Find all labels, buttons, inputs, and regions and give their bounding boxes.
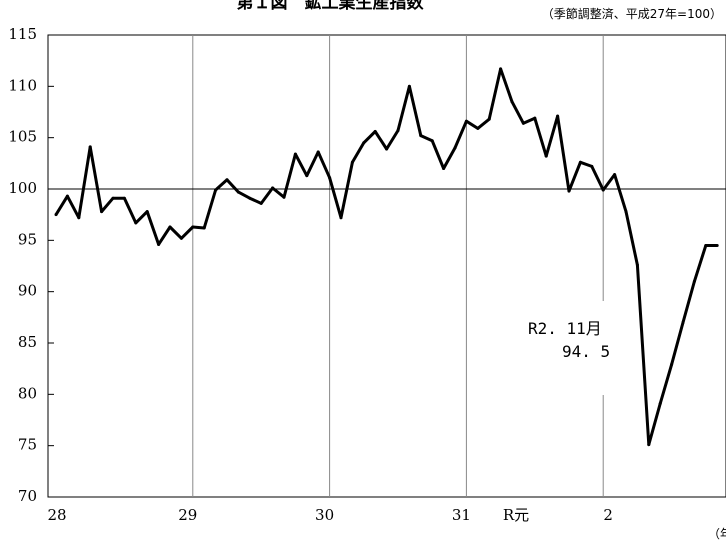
data-point [179, 236, 183, 240]
data-point [350, 160, 354, 164]
reiwa-era-label: R元 [503, 506, 529, 524]
y-tick-label: 100 [8, 179, 37, 197]
y-tick-label: 85 [18, 333, 37, 351]
data-point [248, 196, 252, 200]
y-tick-label: 80 [18, 384, 37, 402]
data-point [54, 213, 58, 217]
x-tick-label: 30 [315, 506, 334, 524]
chart-subtitle: （季節調整済、平成27年=100） [542, 6, 722, 21]
data-point [499, 67, 503, 71]
data-point [328, 176, 332, 180]
data-point [487, 117, 491, 121]
data-point [635, 263, 639, 267]
data-point [168, 225, 172, 229]
annotation-value: 94. 5 [562, 342, 610, 361]
annotation-date: R2. 11月 [528, 319, 602, 338]
y-tick-label: 75 [18, 436, 37, 454]
y-tick-label: 90 [18, 282, 37, 300]
data-point [282, 195, 286, 199]
data-point [658, 402, 662, 406]
data-point [339, 216, 343, 220]
data-point [681, 320, 685, 324]
data-point [259, 201, 263, 205]
data-point [601, 188, 605, 192]
data-point [214, 188, 218, 192]
y-tick-label: 95 [18, 230, 37, 248]
x-axis-label: （年） [708, 527, 726, 541]
data-points [54, 67, 719, 447]
data-point [362, 141, 366, 145]
data-point [647, 443, 651, 447]
data-point [590, 164, 594, 168]
data-point [453, 146, 457, 150]
data-point [373, 130, 377, 134]
data-point [533, 116, 537, 120]
data-point [134, 221, 138, 225]
data-point [316, 150, 320, 154]
data-point [715, 243, 719, 247]
data-point [510, 100, 514, 104]
data-point [191, 225, 195, 229]
data-point [567, 189, 571, 193]
series-line [54, 67, 718, 447]
x-tick-label: 28 [47, 506, 66, 524]
data-point [111, 196, 115, 200]
data-point [77, 216, 81, 220]
data-point [419, 134, 423, 138]
data-point [578, 160, 582, 164]
data-point [692, 279, 696, 283]
data-point [157, 242, 161, 246]
data-point [670, 363, 674, 367]
plot-frame [47, 34, 726, 498]
data-point [407, 84, 411, 88]
y-tick-label: 70 [18, 487, 37, 505]
data-point [271, 186, 275, 190]
y-tick-label: 115 [8, 25, 37, 43]
data-point [464, 119, 468, 123]
data-point [225, 178, 229, 182]
y-axis: 115 110 105 100 95 90 85 80 75 70 [8, 25, 54, 505]
x-axis: 28 29 30 31 2 R元 [47, 506, 613, 524]
data-point [556, 114, 560, 118]
data-point [236, 190, 240, 194]
x-tick-label: 31 [452, 506, 471, 524]
data-point [430, 139, 434, 143]
data-point [100, 210, 104, 214]
y-tick-label: 110 [8, 76, 37, 94]
data-point [88, 145, 92, 149]
data-point [305, 174, 309, 178]
year-divider-lines [192, 35, 604, 497]
data-point [476, 126, 480, 130]
data-point [202, 226, 206, 230]
y-tick-label: 105 [8, 128, 37, 146]
data-point [624, 210, 628, 214]
data-point [704, 243, 708, 247]
data-point [122, 196, 126, 200]
data-point [521, 121, 525, 125]
chart-title: 第１図 鉱工業生産指数 [237, 0, 425, 13]
data-point [293, 152, 297, 156]
data-point [442, 166, 446, 170]
data-point [396, 128, 400, 132]
data-point [385, 147, 389, 151]
data-point [544, 154, 548, 158]
data-point [613, 173, 617, 177]
data-point [145, 210, 149, 214]
data-point [65, 194, 69, 198]
x-tick-label: 2 [603, 506, 613, 524]
x-tick-label: 29 [178, 506, 197, 524]
